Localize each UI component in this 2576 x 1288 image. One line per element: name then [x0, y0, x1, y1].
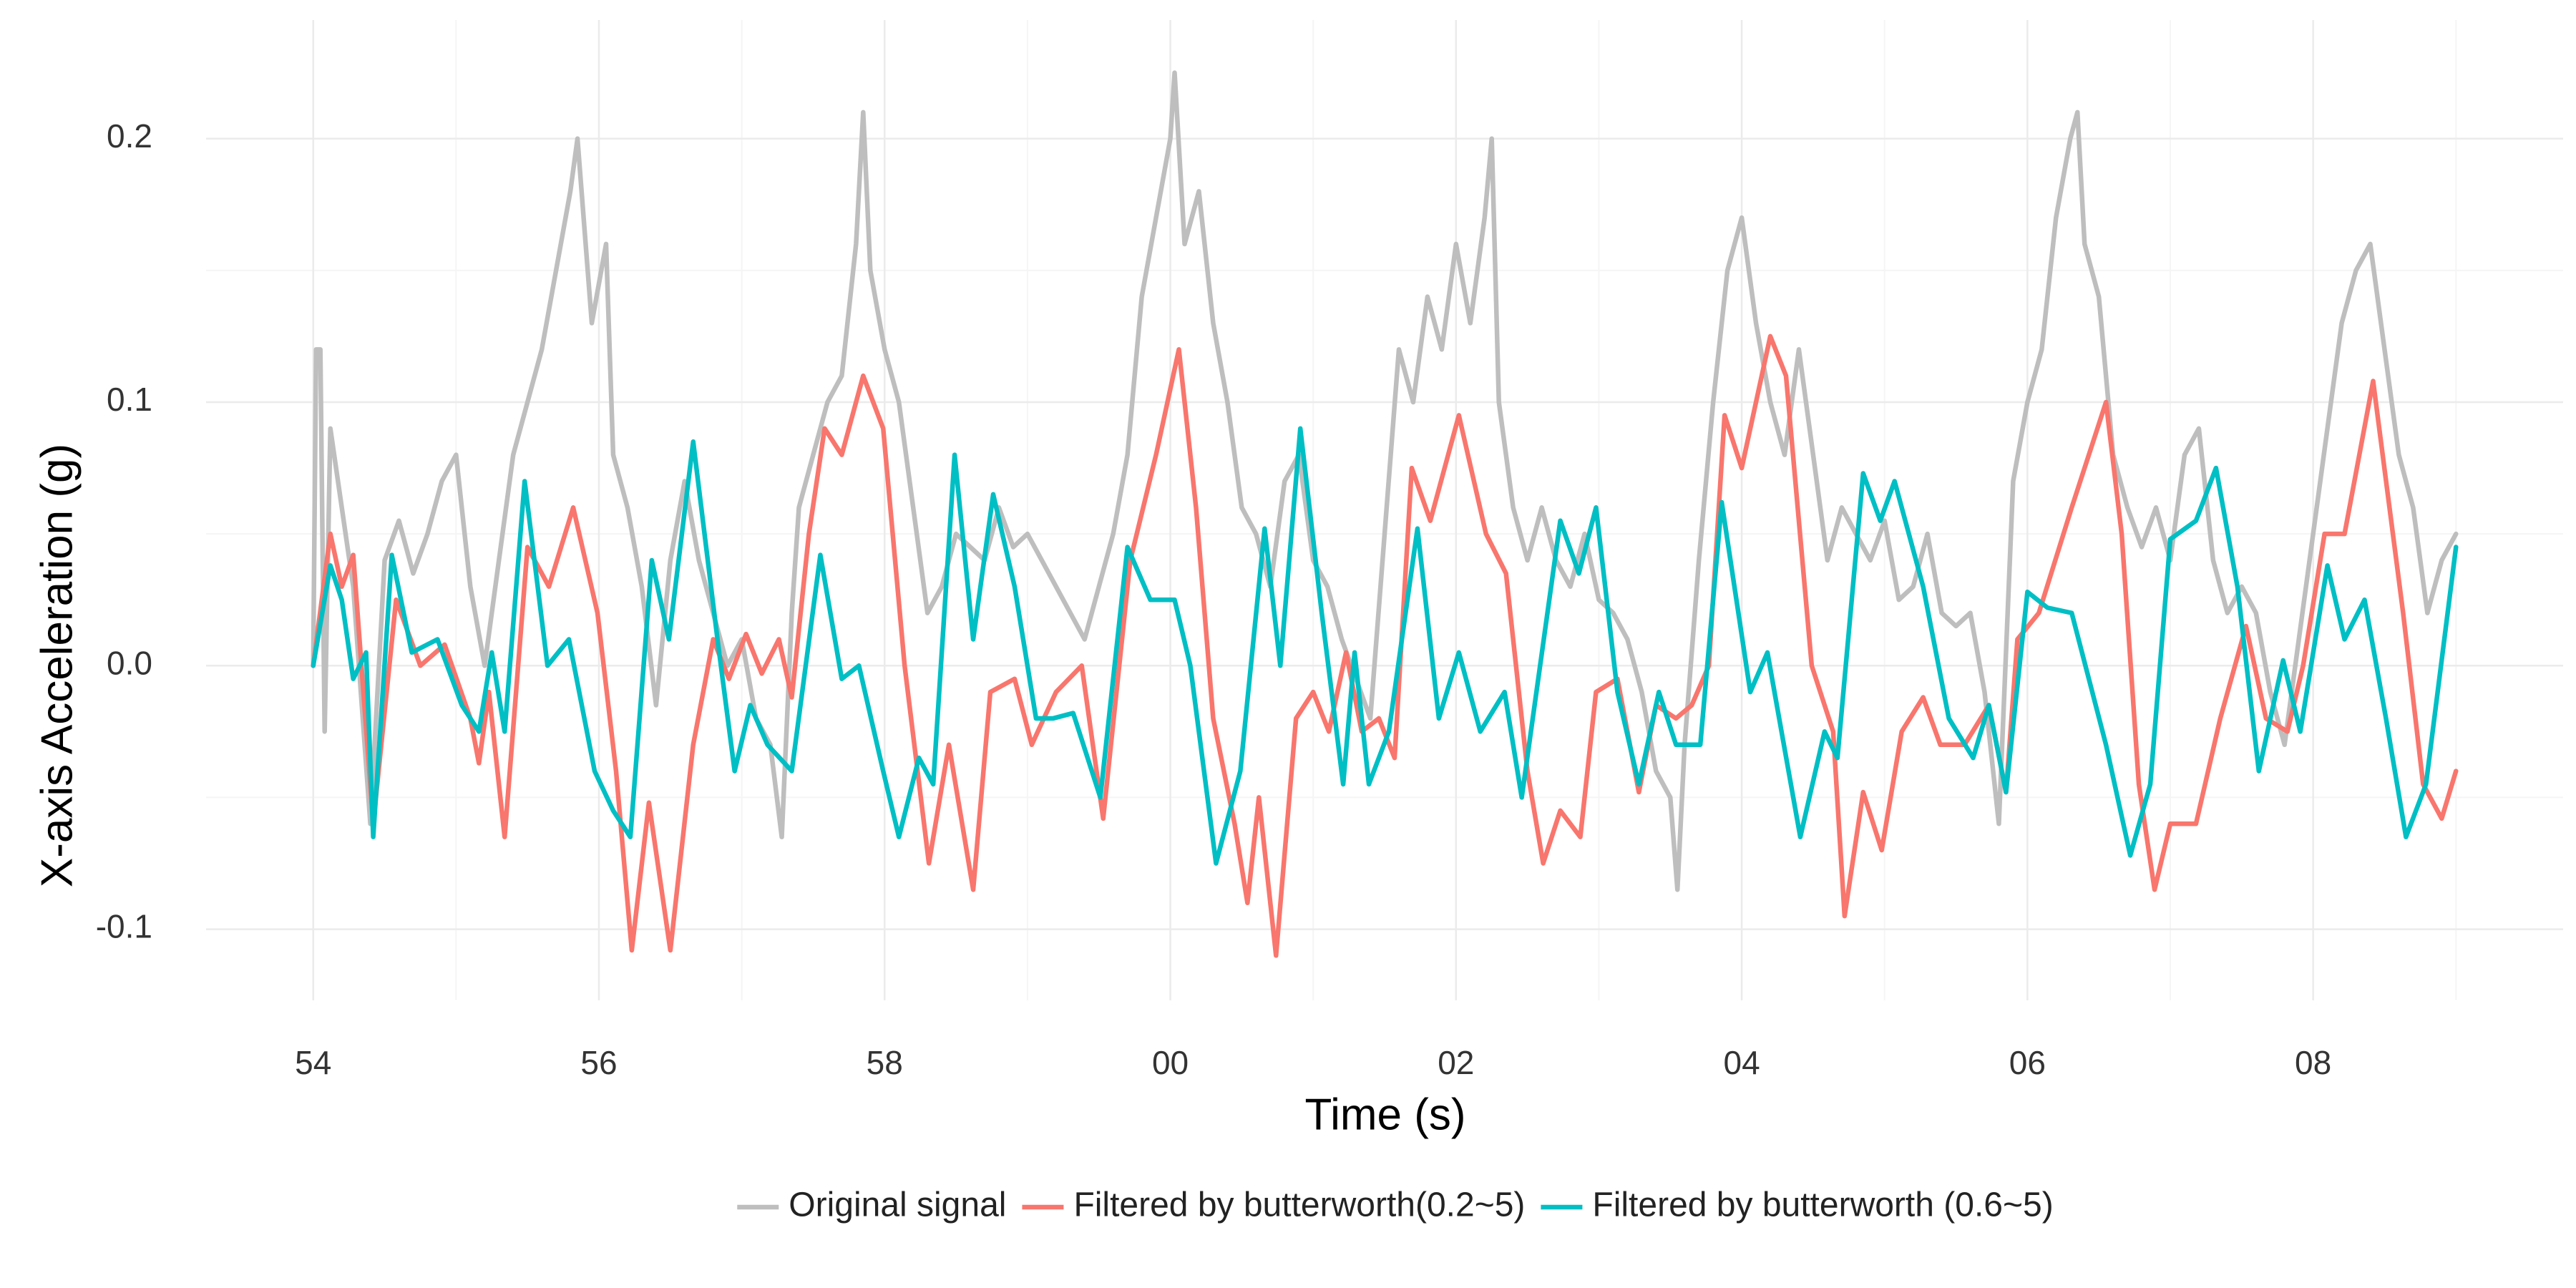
y-tick-label: 0.0 — [107, 644, 152, 681]
series-line — [311, 426, 2459, 866]
x-tick-label: 06 — [2009, 1044, 2046, 1081]
legend-item: Filtered by butterworth (0.6~5) — [1541, 1186, 2054, 1224]
plot-lines — [311, 70, 2459, 958]
x-tick-label: 56 — [580, 1044, 617, 1081]
x-tick-label: 08 — [2295, 1044, 2331, 1081]
x-axis-title: Time (s) — [1305, 1090, 1466, 1139]
y-tick-label: -0.1 — [96, 908, 152, 945]
grid: -0.1 0.0 0.1 0.2 54 56 58 00 02 04 06 08 — [96, 20, 2563, 1081]
x-tick-label: 04 — [1724, 1044, 1760, 1081]
series-line — [311, 333, 2459, 958]
legend-label: Filtered by butterworth (0.6~5) — [1592, 1186, 2053, 1224]
y-axis-title: X-axis Acceleration (g) — [32, 444, 82, 887]
y-tick-label: 0.2 — [107, 117, 152, 155]
y-tick-label: 0.1 — [107, 381, 152, 418]
x-tick-label: 58 — [867, 1044, 903, 1081]
x-tick-label: 00 — [1152, 1044, 1189, 1081]
x-tick-label: 54 — [295, 1044, 331, 1081]
legend-item: Filtered by butterworth(0.2~5) — [1022, 1186, 1525, 1224]
x-tick-label: 02 — [1438, 1044, 1474, 1081]
legend: Original signal Filtered by butterworth(0… — [737, 1186, 2054, 1224]
axes: Time (s) X-axis Acceleration (g) — [32, 444, 1465, 1140]
legend-label: Original signal — [789, 1186, 1006, 1224]
legend-label: Filtered by butterworth(0.2~5) — [1073, 1186, 1525, 1224]
legend-item: Original signal — [737, 1186, 1006, 1224]
